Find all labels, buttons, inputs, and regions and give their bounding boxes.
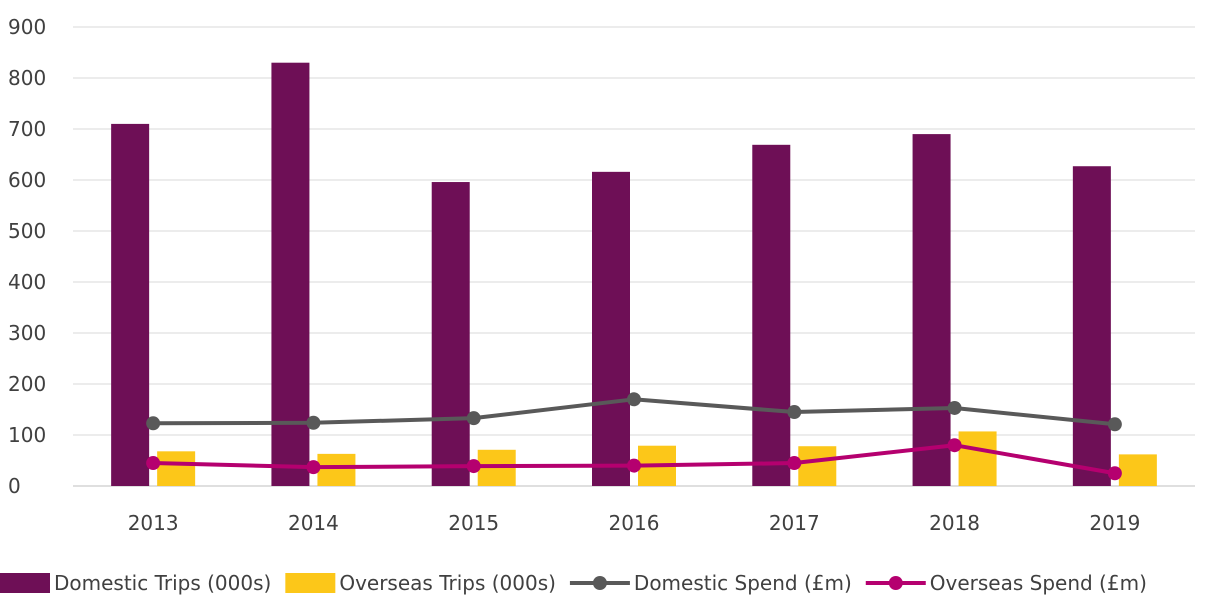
bar-domestic-trips-000s-2013 bbox=[111, 123, 150, 487]
point-overseas-spend-m-2013 bbox=[146, 456, 161, 471]
legend-swatch bbox=[285, 573, 336, 593]
bar-domestic-trips-000s-2017 bbox=[752, 144, 791, 486]
legend-label: Overseas Trips (000s) bbox=[339, 571, 556, 595]
lines bbox=[146, 392, 1122, 481]
point-overseas-spend-m-2015 bbox=[466, 459, 481, 474]
y-tick-label: 0 bbox=[8, 474, 21, 498]
point-domestic-spend-m-2017 bbox=[787, 405, 802, 420]
point-overseas-spend-m-2019 bbox=[1107, 466, 1122, 481]
legend-item: Domestic Spend (£m) bbox=[569, 571, 852, 595]
point-domestic-spend-m-2014 bbox=[306, 415, 321, 430]
y-tick-label: 100 bbox=[8, 423, 46, 447]
point-domestic-spend-m-2013 bbox=[146, 416, 161, 431]
bar-overseas-trips-000s-2019 bbox=[1118, 454, 1157, 486]
x-axis-ticks: 2013 2014 2015 2016 2017 2018 2019 bbox=[128, 511, 1141, 535]
y-tick-label: 600 bbox=[8, 168, 46, 192]
x-tick-label: 2018 bbox=[929, 511, 980, 535]
bar-overseas-trips-000s-2013 bbox=[157, 451, 196, 486]
gridlines bbox=[73, 26, 1195, 487]
bar-domestic-trips-000s-2019 bbox=[1072, 166, 1111, 487]
bar-overseas-trips-000s-2017 bbox=[798, 446, 837, 486]
bar-overseas-trips-000s-2018 bbox=[958, 431, 997, 486]
bar-domestic-trips-000s-2016 bbox=[592, 171, 630, 486]
legend-label: Domestic Trips (000s) bbox=[54, 571, 271, 595]
legend-item: Overseas Spend (£m) bbox=[865, 571, 1147, 595]
legend-item: Overseas Trips (000s) bbox=[285, 571, 556, 595]
y-tick-label: 400 bbox=[8, 270, 46, 294]
x-tick-label: 2014 bbox=[288, 511, 339, 535]
bar-domestic-trips-000s-2018 bbox=[912, 134, 951, 486]
point-domestic-spend-m-2018 bbox=[947, 400, 962, 415]
x-tick-label: 2016 bbox=[609, 511, 660, 535]
y-axis-ticks: 0 100 200 300 400 500 600 700 800 900 bbox=[8, 15, 46, 498]
x-tick-label: 2015 bbox=[448, 511, 499, 535]
legend-item: Domestic Trips (000s) bbox=[0, 571, 271, 595]
legend-swatch bbox=[0, 573, 50, 593]
legend-label: Overseas Spend (£m) bbox=[930, 571, 1147, 595]
bars bbox=[111, 62, 1157, 487]
y-tick-label: 800 bbox=[8, 66, 46, 90]
legend-marker bbox=[592, 576, 607, 590]
x-tick-label: 2017 bbox=[769, 511, 820, 535]
point-overseas-spend-m-2016 bbox=[627, 458, 641, 473]
x-tick-label: 2013 bbox=[128, 511, 179, 535]
legend-marker bbox=[888, 576, 903, 590]
point-overseas-spend-m-2014 bbox=[306, 460, 321, 475]
bar-domestic-trips-000s-2014 bbox=[271, 62, 310, 486]
point-overseas-spend-m-2017 bbox=[787, 456, 802, 471]
y-tick-label: 300 bbox=[8, 321, 46, 345]
bar-domestic-trips-000s-2015 bbox=[431, 182, 470, 487]
legend: Domestic Trips (000s) Overseas Trips (000… bbox=[0, 571, 1147, 595]
point-domestic-spend-m-2016 bbox=[627, 392, 641, 407]
y-tick-label: 900 bbox=[8, 15, 46, 39]
y-tick-label: 700 bbox=[8, 117, 46, 141]
point-domestic-spend-m-2015 bbox=[466, 411, 481, 426]
point-overseas-spend-m-2018 bbox=[947, 438, 962, 453]
bar-overseas-trips-000s-2014 bbox=[317, 453, 356, 486]
x-tick-label: 2019 bbox=[1089, 511, 1140, 535]
legend-label: Domestic Spend (£m) bbox=[634, 571, 852, 595]
y-tick-label: 500 bbox=[8, 219, 46, 243]
point-domestic-spend-m-2019 bbox=[1107, 417, 1122, 432]
y-tick-label: 200 bbox=[8, 372, 46, 396]
